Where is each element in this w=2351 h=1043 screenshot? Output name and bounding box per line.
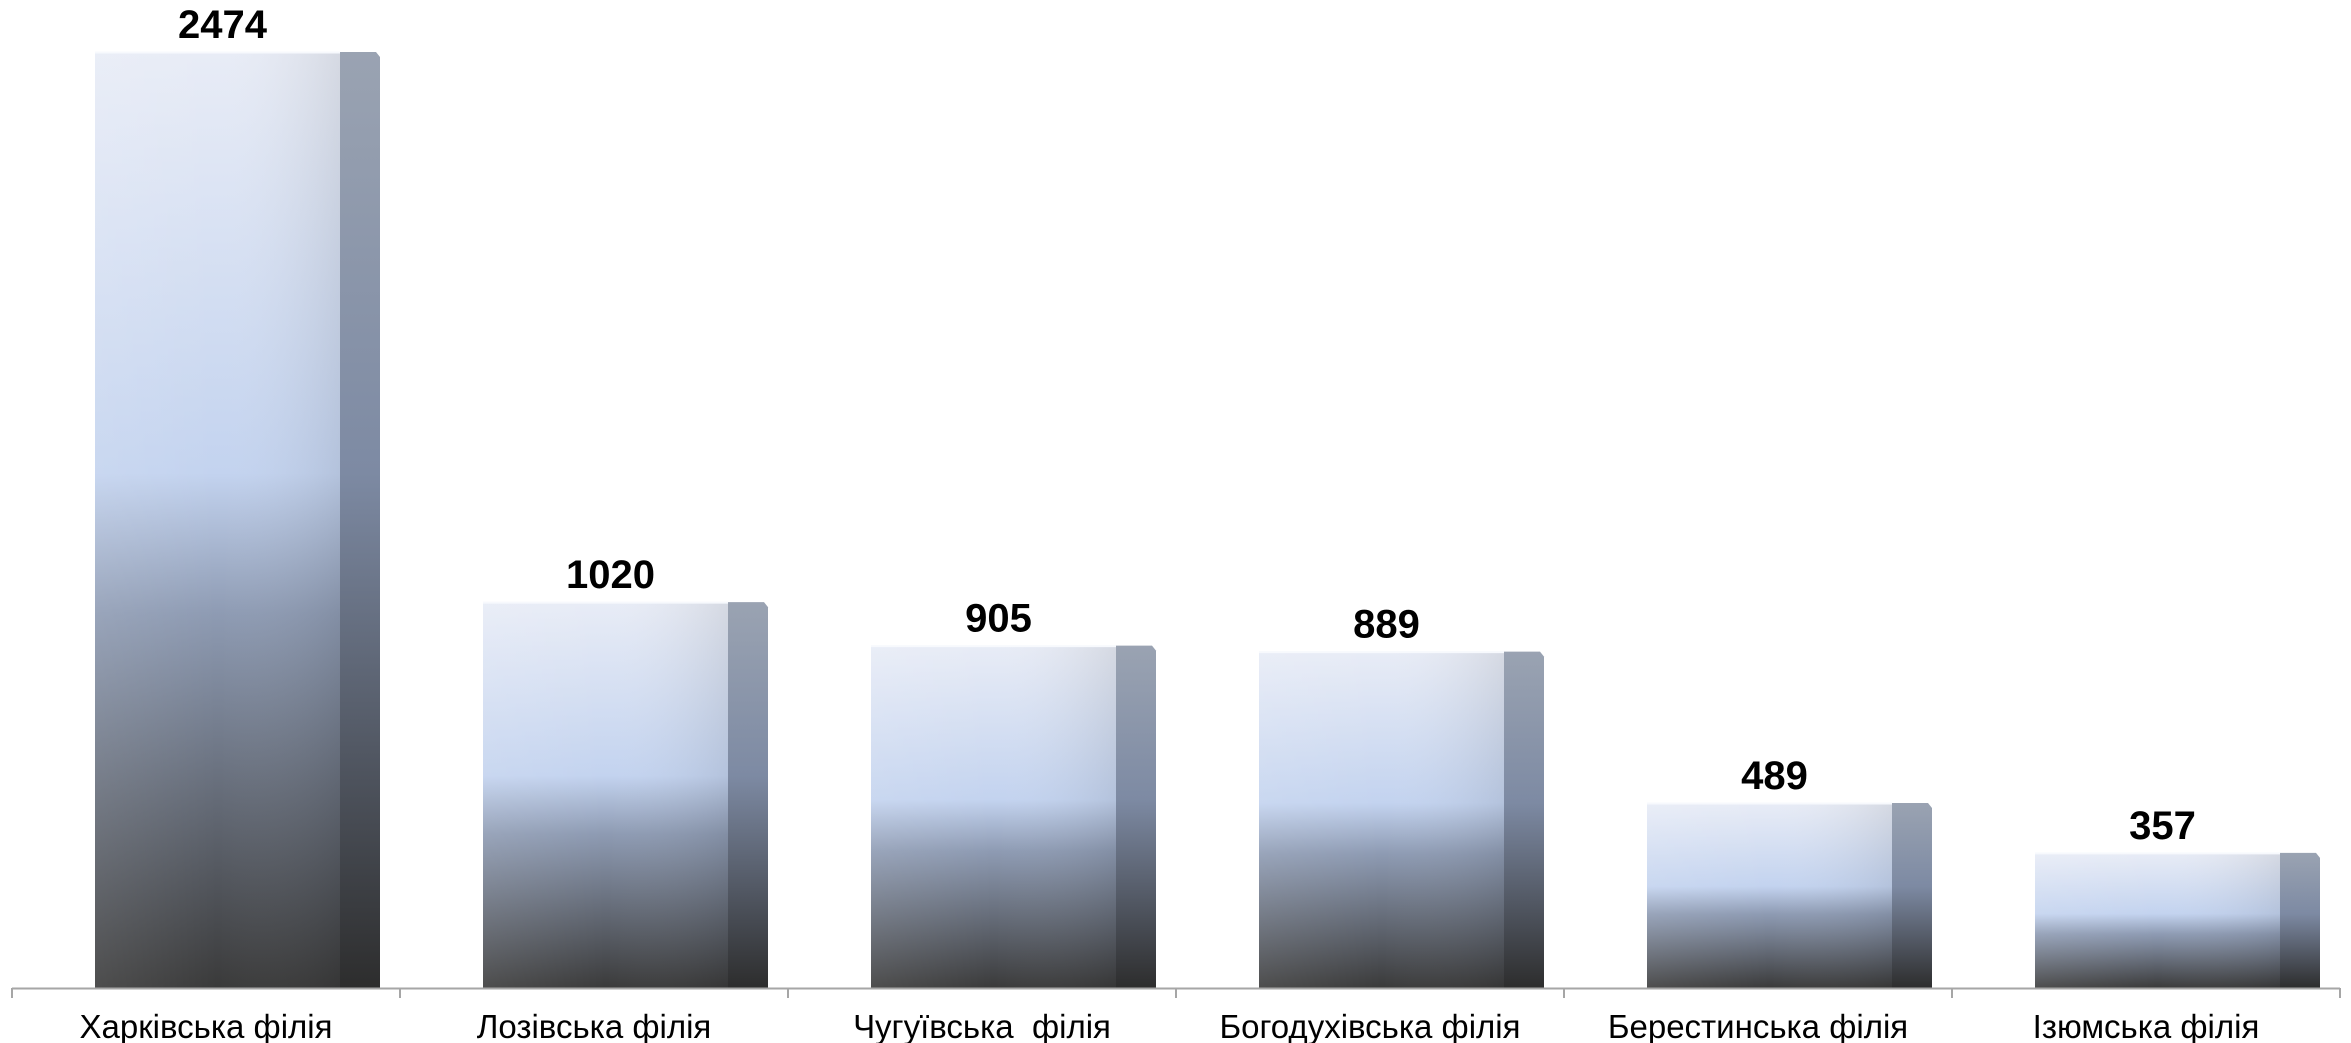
plot-area — [95, 51, 2320, 988]
bar-side — [1116, 645, 1156, 988]
data-label: 2474 — [178, 3, 268, 47]
bar-sheen — [483, 602, 728, 988]
bar — [1647, 802, 1932, 988]
x-tick-label: Чугуївська філія — [853, 1008, 1111, 1043]
data-label: 905 — [965, 597, 1032, 641]
bar — [1259, 651, 1544, 988]
bar-side — [1504, 651, 1544, 988]
bar-side — [2280, 852, 2320, 988]
bar — [2035, 852, 2320, 988]
bar-side — [1892, 802, 1932, 988]
bar — [483, 601, 768, 988]
bar-sheen — [1259, 651, 1504, 988]
x-tick-label: Харківська філія — [80, 1008, 333, 1043]
bar-sheen — [1647, 802, 1892, 988]
labels: 2474 Харківська філія 1020 Лозівська філія 9… — [80, 3, 2260, 1043]
x-axis — [11, 987, 2341, 998]
x-tick-label: Ізюмська філія — [2033, 1008, 2260, 1043]
x-tick-label: Берестинська філія — [1608, 1008, 1908, 1043]
data-label: 489 — [1741, 754, 1808, 798]
x-tick-label: Богодухівська філія — [1219, 1008, 1520, 1043]
data-label: 1020 — [566, 553, 655, 597]
bar-side — [728, 602, 768, 988]
data-label: 357 — [2129, 804, 2196, 848]
bar-side — [340, 52, 380, 988]
data-label: 889 — [1353, 603, 1420, 647]
bar-sheen — [95, 52, 340, 988]
bar-sheen — [871, 645, 1116, 988]
bar — [871, 645, 1156, 988]
x-tick-label: Лозівська філія — [477, 1008, 712, 1043]
bar — [95, 51, 380, 988]
bar-sheen — [2035, 852, 2280, 988]
